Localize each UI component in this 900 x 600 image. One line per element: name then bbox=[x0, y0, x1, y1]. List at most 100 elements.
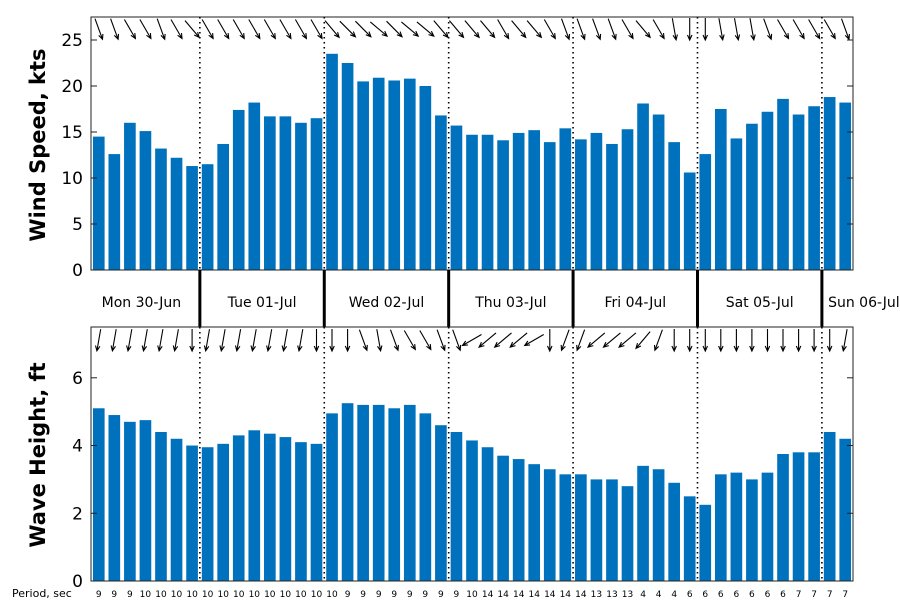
wind-direction-arrow bbox=[355, 20, 372, 38]
wave-bar bbox=[497, 455, 509, 581]
wind-bar bbox=[808, 106, 820, 271]
wave-direction-arrow bbox=[203, 329, 211, 353]
wave-bar bbox=[777, 454, 789, 581]
wind-direction-arrow bbox=[480, 20, 496, 39]
wind-bar bbox=[621, 129, 634, 270]
wind-direction-arrow bbox=[671, 18, 678, 42]
wind-bar bbox=[466, 134, 478, 270]
wind-direction-arrow bbox=[511, 20, 527, 39]
wave-bar bbox=[108, 415, 121, 581]
period-value: 10 bbox=[311, 590, 323, 600]
wave-bar bbox=[621, 486, 634, 581]
wave-bar bbox=[248, 430, 261, 581]
wave-direction-arrow bbox=[780, 329, 786, 353]
period-value: 6 bbox=[749, 590, 755, 600]
wave-bar bbox=[559, 474, 572, 581]
wind-direction-arrow bbox=[279, 19, 292, 40]
wind-direction-arrow bbox=[749, 18, 756, 42]
wind-direction-arrow bbox=[792, 19, 805, 40]
wave-height-panel: 0 2 4 6 Wave Height, ft bbox=[26, 326, 854, 592]
wave-direction-arrow bbox=[189, 329, 195, 353]
day-label: Wed 02-Jul bbox=[349, 295, 425, 311]
wind-direction-arrow bbox=[248, 19, 261, 40]
wave-direction-arrow bbox=[297, 329, 304, 353]
wave-direction-arrow bbox=[110, 329, 117, 353]
wave-direction-arrow bbox=[811, 329, 817, 353]
wind-direction-arrow bbox=[156, 18, 166, 41]
wind-speed-panel: 0 5 10 15 20 25 Wind Speed, kts bbox=[26, 16, 854, 281]
period-value: 10 bbox=[249, 590, 261, 600]
wind-bar bbox=[435, 115, 447, 270]
wave-bar bbox=[403, 404, 416, 581]
period-value: 10 bbox=[217, 590, 229, 600]
wind-bar bbox=[341, 63, 354, 270]
wave-bar bbox=[606, 479, 618, 581]
wave-bar bbox=[232, 435, 245, 581]
period-value: 9 bbox=[454, 590, 460, 600]
wind-direction-arrow bbox=[232, 19, 245, 40]
period-value: 14 bbox=[497, 590, 509, 600]
wave-direction-arrow bbox=[702, 329, 709, 353]
period-value: 6 bbox=[734, 590, 740, 600]
wave-bar bbox=[310, 443, 323, 581]
period-value: 14 bbox=[575, 590, 587, 600]
wind-bar bbox=[683, 172, 696, 270]
period-value: 10 bbox=[233, 590, 245, 600]
wave-direction-arrow bbox=[602, 332, 621, 348]
period-value: 14 bbox=[513, 590, 525, 600]
wind-bar bbox=[528, 130, 541, 270]
period-value: 9 bbox=[422, 590, 428, 600]
period-value: 10 bbox=[466, 590, 478, 600]
wind-direction-arrow bbox=[808, 19, 821, 40]
wind-direction-arrow bbox=[433, 20, 449, 39]
wind-direction-arrow bbox=[635, 20, 651, 39]
wind-bar bbox=[746, 123, 758, 270]
day-label: Thu 03-Jul bbox=[474, 295, 546, 311]
wave-direction-arrow bbox=[509, 332, 528, 348]
day-label: Sat 05-Jul bbox=[726, 295, 794, 311]
wave-bar bbox=[823, 431, 836, 581]
wind-ytick-label: 5 bbox=[72, 215, 83, 235]
wind-direction-arrow bbox=[294, 19, 308, 40]
period-value: 10 bbox=[155, 590, 167, 600]
wave-direction-arrow bbox=[560, 329, 570, 352]
wave-bar bbox=[155, 431, 167, 581]
wave-direction-arrow bbox=[419, 330, 432, 351]
period-value: 4 bbox=[640, 590, 646, 600]
wave-direction-arrow bbox=[358, 329, 368, 352]
wind-direction-arrow bbox=[170, 19, 183, 40]
wave-bar bbox=[668, 482, 680, 581]
wave-direction-arrow bbox=[234, 329, 242, 353]
wind-direction-arrow bbox=[416, 21, 435, 37]
wind-bar bbox=[730, 138, 743, 270]
period-value: 9 bbox=[96, 590, 102, 600]
period-value: 7 bbox=[842, 590, 848, 600]
wave-bar bbox=[92, 408, 105, 581]
wind-direction-arrow bbox=[592, 18, 602, 41]
wind-direction-arrow bbox=[733, 18, 741, 42]
wind-direction-arrow bbox=[184, 20, 201, 39]
wave-direction-arrow bbox=[403, 330, 416, 351]
day-label: Tue 01-Jul bbox=[227, 295, 297, 311]
wind-bar bbox=[668, 142, 680, 270]
wind-bar bbox=[357, 81, 369, 271]
wind-plot-frame bbox=[90, 16, 854, 271]
period-value: 9 bbox=[111, 590, 117, 600]
period-value: 10 bbox=[295, 590, 307, 600]
wave-bar bbox=[170, 438, 183, 581]
wind-bar bbox=[310, 118, 323, 270]
wave-bar bbox=[326, 413, 338, 581]
wave-direction-arrow bbox=[686, 329, 693, 353]
wind-bar bbox=[170, 157, 183, 270]
wind-ytick-label: 25 bbox=[61, 31, 83, 51]
wind-ytick-label: 20 bbox=[61, 77, 83, 97]
period-value: 7 bbox=[827, 590, 833, 600]
period-value: 6 bbox=[718, 590, 724, 600]
wave-plot-frame bbox=[90, 326, 854, 582]
wave-direction-arrow bbox=[795, 329, 802, 353]
wind-bar bbox=[155, 148, 167, 270]
wave-direction-arrow bbox=[172, 329, 179, 353]
wind-direction-arrow bbox=[310, 19, 323, 40]
wind-bar bbox=[606, 143, 618, 270]
